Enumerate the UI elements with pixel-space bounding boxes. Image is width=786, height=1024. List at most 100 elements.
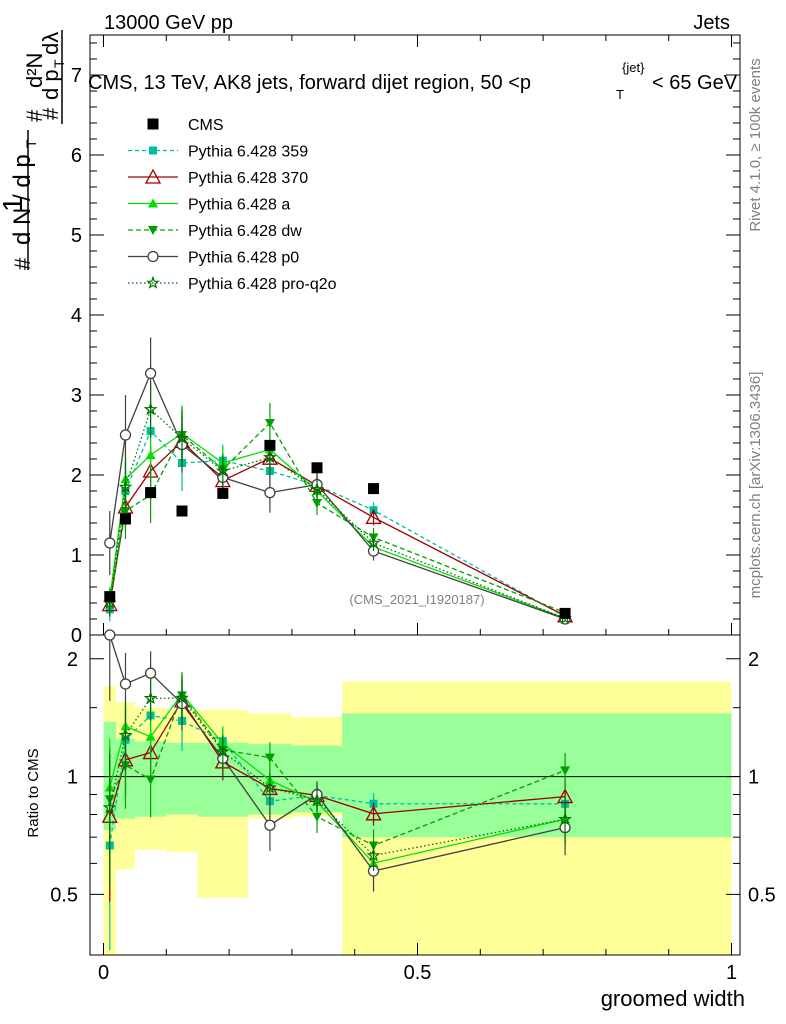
ratio-tick-label-right: 0.5 [748,884,776,906]
legend-item: Pythia 6.428 dw [128,223,302,240]
legend-item: Pythia 6.428 a [128,197,290,214]
y-tick-label: 4 [71,305,82,327]
series-ratio-point [145,731,156,741]
series-ratio-point [263,780,277,794]
series-point [145,450,156,459]
series-point [215,463,230,477]
series-ratio-point [264,753,275,763]
legend-item: CMS [147,117,224,134]
analysis-watermark: (CMS_2021_I1920187) [349,592,484,607]
series-ratio-point [312,812,323,822]
series-line [109,421,566,614]
ratio-uncertainty-bands [90,681,740,955]
svg-text:d²N: d²N [22,53,47,88]
legend-marker [144,168,162,184]
series-line [109,429,566,618]
svg-text:d p: d p [38,69,63,100]
ratio-tick-label-right: 1 [748,767,759,789]
series-ratio-point [264,819,276,831]
series-point [104,537,116,549]
cms-data-point [368,483,380,495]
legend-marker [148,226,158,235]
series-point [312,499,323,508]
series-point [365,509,382,525]
title-main: CMS, 13 TeV, AK8 jets, forward dijet reg… [88,72,531,94]
legend-marker [148,198,158,208]
y-tick-label: 5 [71,225,82,247]
series-ratio-point [366,848,381,862]
legend-marker [147,118,159,130]
series-ratio-point [143,691,158,705]
inner-band-bin [166,742,198,815]
series-ratio-point [215,744,230,758]
legend-marker [149,146,157,155]
inner-band-bin [404,713,732,838]
svg-text:CMS, 13 TeV, AK8 jets, forward: CMS, 13 TeV, AK8 jets, forward dijet reg… [88,72,531,94]
legend-label: CMS [188,117,224,134]
cms-data-point [104,591,116,603]
x-tick-label: 1 [726,962,737,984]
svg-text:#: # [22,109,47,122]
ratio-tick-label: 2 [67,649,78,671]
legend-label: Pythia 6.428 p0 [188,250,299,267]
y-tick-label: 6 [71,145,82,167]
series-cms-data [104,439,571,619]
y-tick-label: 7 [71,65,82,87]
title-superscript: {jet} [622,60,645,75]
series-line [109,440,566,617]
ratio-tick-label-right: 2 [748,649,759,671]
main-y-axis-label: # d N / d p T 1 # d p T dλ d²N # [0,30,67,270]
header-jets: Jets [693,12,730,34]
series-line [109,408,566,619]
series-point [263,450,277,464]
x-axis-label: groomed width [601,986,745,1011]
cms-data-point [119,513,131,525]
series-line [109,371,566,620]
title-tail: < 65 GeV [652,72,738,94]
svg-text:d N / d p: d N / d p [9,154,36,245]
y-tick-label: 2 [71,465,82,487]
y-tick-label: 1 [71,545,82,567]
svg-text:#: # [38,107,63,120]
cms-data-point [264,439,276,451]
legend-label: Pythia 6.428 370 [188,170,308,187]
cms-data-point [176,505,188,517]
ratio-tick-label: 1 [67,767,78,789]
rivet-version-label: Rivet 4.1.0, ≥ 100k events [747,58,764,231]
series-ratio-point [118,727,133,742]
series-point [175,430,189,445]
title-subscript: T [616,87,624,102]
series-ratio-point [102,800,117,814]
ratio-plot-frame [89,634,741,956]
svg-text:#: # [10,257,35,270]
series-point [118,479,133,493]
series-point [310,482,325,496]
legend-label: Pythia 6.428 pro-q2o [188,276,337,293]
svg-text:T: T [23,139,39,148]
series-layer [101,337,574,951]
series-point [143,402,158,416]
series-point [366,535,381,549]
series-point [264,486,276,499]
x-tick-label: 0 [98,962,109,984]
series-ratio-point [144,667,157,679]
series-ratio-point [119,678,132,690]
chart-title: CMS, 13 TeV, AK8 jets, forward dijet reg… [88,60,738,102]
legend-label: Pythia 6.428 dw [188,223,302,240]
svg-text:T: T [51,59,67,68]
y-tick-label: 3 [71,385,82,407]
legend-label: Pythia 6.428 a [188,197,290,214]
series-ratio-point [310,792,325,806]
legend-item: Pythia 6.428 p0 [128,250,299,267]
legend: CMS Pythia 6.428 359 Pythia 6.428 370 Pythi… [128,117,337,293]
cms-data-point [559,607,571,619]
y-tick-label: 0 [71,625,82,647]
svg-text:dλ: dλ [38,32,63,55]
cms-data-point [311,462,323,474]
x-tick-label: 0.5 [404,962,432,984]
header-energy: 13000 GeV pp [104,12,233,34]
series-ratio-point [560,766,571,776]
series-ratio-point [145,775,156,785]
series-ratio-point [175,690,189,704]
